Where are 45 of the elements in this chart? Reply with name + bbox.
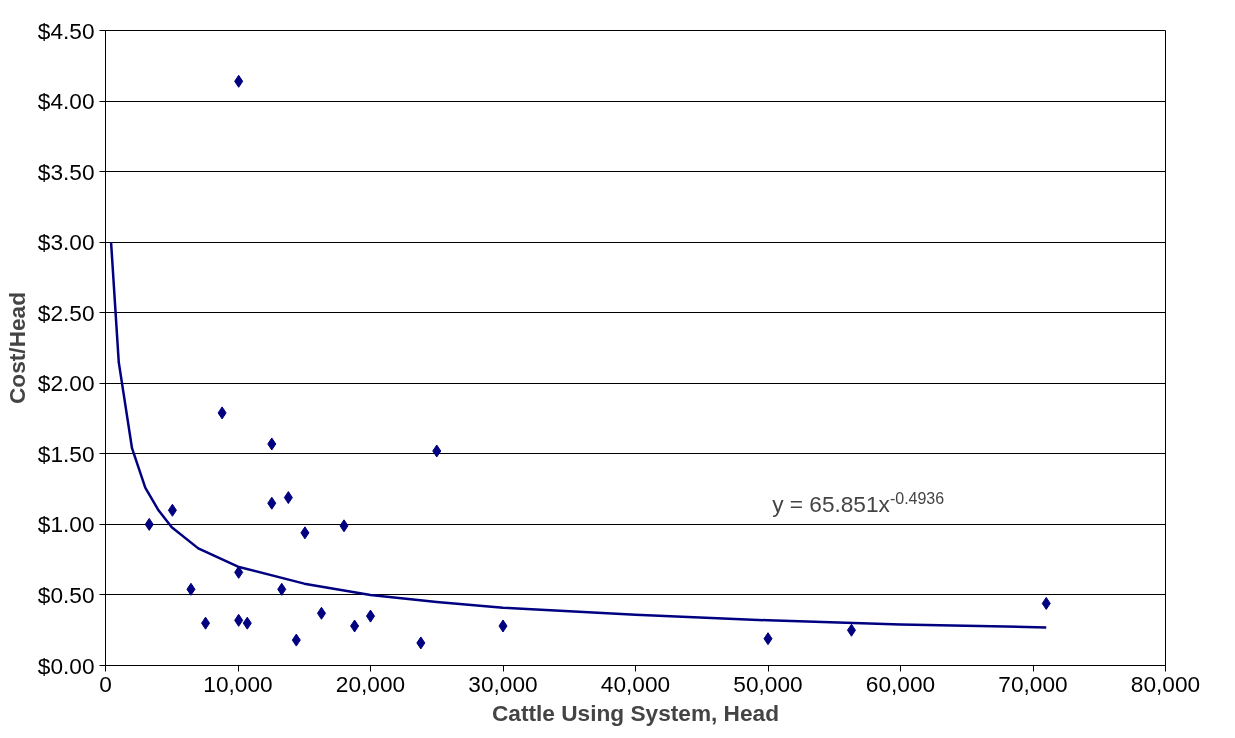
y-tick-label: $1.00	[37, 511, 95, 538]
point	[167, 503, 177, 517]
y-tick-label: $3.00	[37, 229, 95, 256]
x-tick-label: 40,000	[600, 670, 671, 697]
point	[300, 526, 310, 540]
point	[186, 582, 196, 596]
y-tick-label: $0.00	[37, 652, 95, 679]
point	[763, 632, 773, 646]
point	[201, 616, 211, 630]
y-axis-title: Cost/Head	[3, 291, 30, 405]
x-tick-label: 20,000	[335, 670, 406, 697]
point	[267, 437, 277, 451]
y-tick-label: $1.50	[37, 440, 95, 467]
x-tick-label: 60,000	[865, 670, 936, 697]
point	[350, 619, 360, 633]
point	[217, 406, 227, 420]
point	[1041, 596, 1051, 610]
point	[283, 491, 293, 505]
point	[267, 496, 277, 510]
x-tick-label: 0	[99, 670, 112, 697]
point	[234, 74, 244, 88]
point	[316, 606, 326, 620]
point	[291, 633, 301, 647]
y-tick-label: $0.50	[37, 581, 95, 608]
x-tick-label: 10,000	[203, 670, 273, 697]
y-tick-label: $4.00	[37, 88, 95, 115]
point	[432, 444, 442, 458]
x-axis-title: Cattle Using System, Head	[491, 699, 780, 726]
x-tick-label: 70,000	[998, 670, 1068, 697]
point	[242, 616, 252, 630]
x-tick-label: 30,000	[468, 670, 538, 697]
x-tick-label: 50,000	[733, 670, 803, 697]
point	[339, 519, 349, 533]
point	[416, 636, 426, 650]
point	[144, 517, 154, 531]
y-tick-label: $2.50	[37, 299, 95, 326]
point	[498, 619, 508, 633]
y-tick-label: $4.50	[37, 17, 95, 44]
x-tick-label: 80,000	[1130, 670, 1201, 697]
point	[234, 565, 244, 579]
y-tick-label: $3.50	[37, 158, 95, 185]
point	[234, 613, 244, 627]
point	[277, 582, 287, 596]
y-tick-label: $2.00	[37, 370, 95, 397]
point	[846, 623, 856, 637]
